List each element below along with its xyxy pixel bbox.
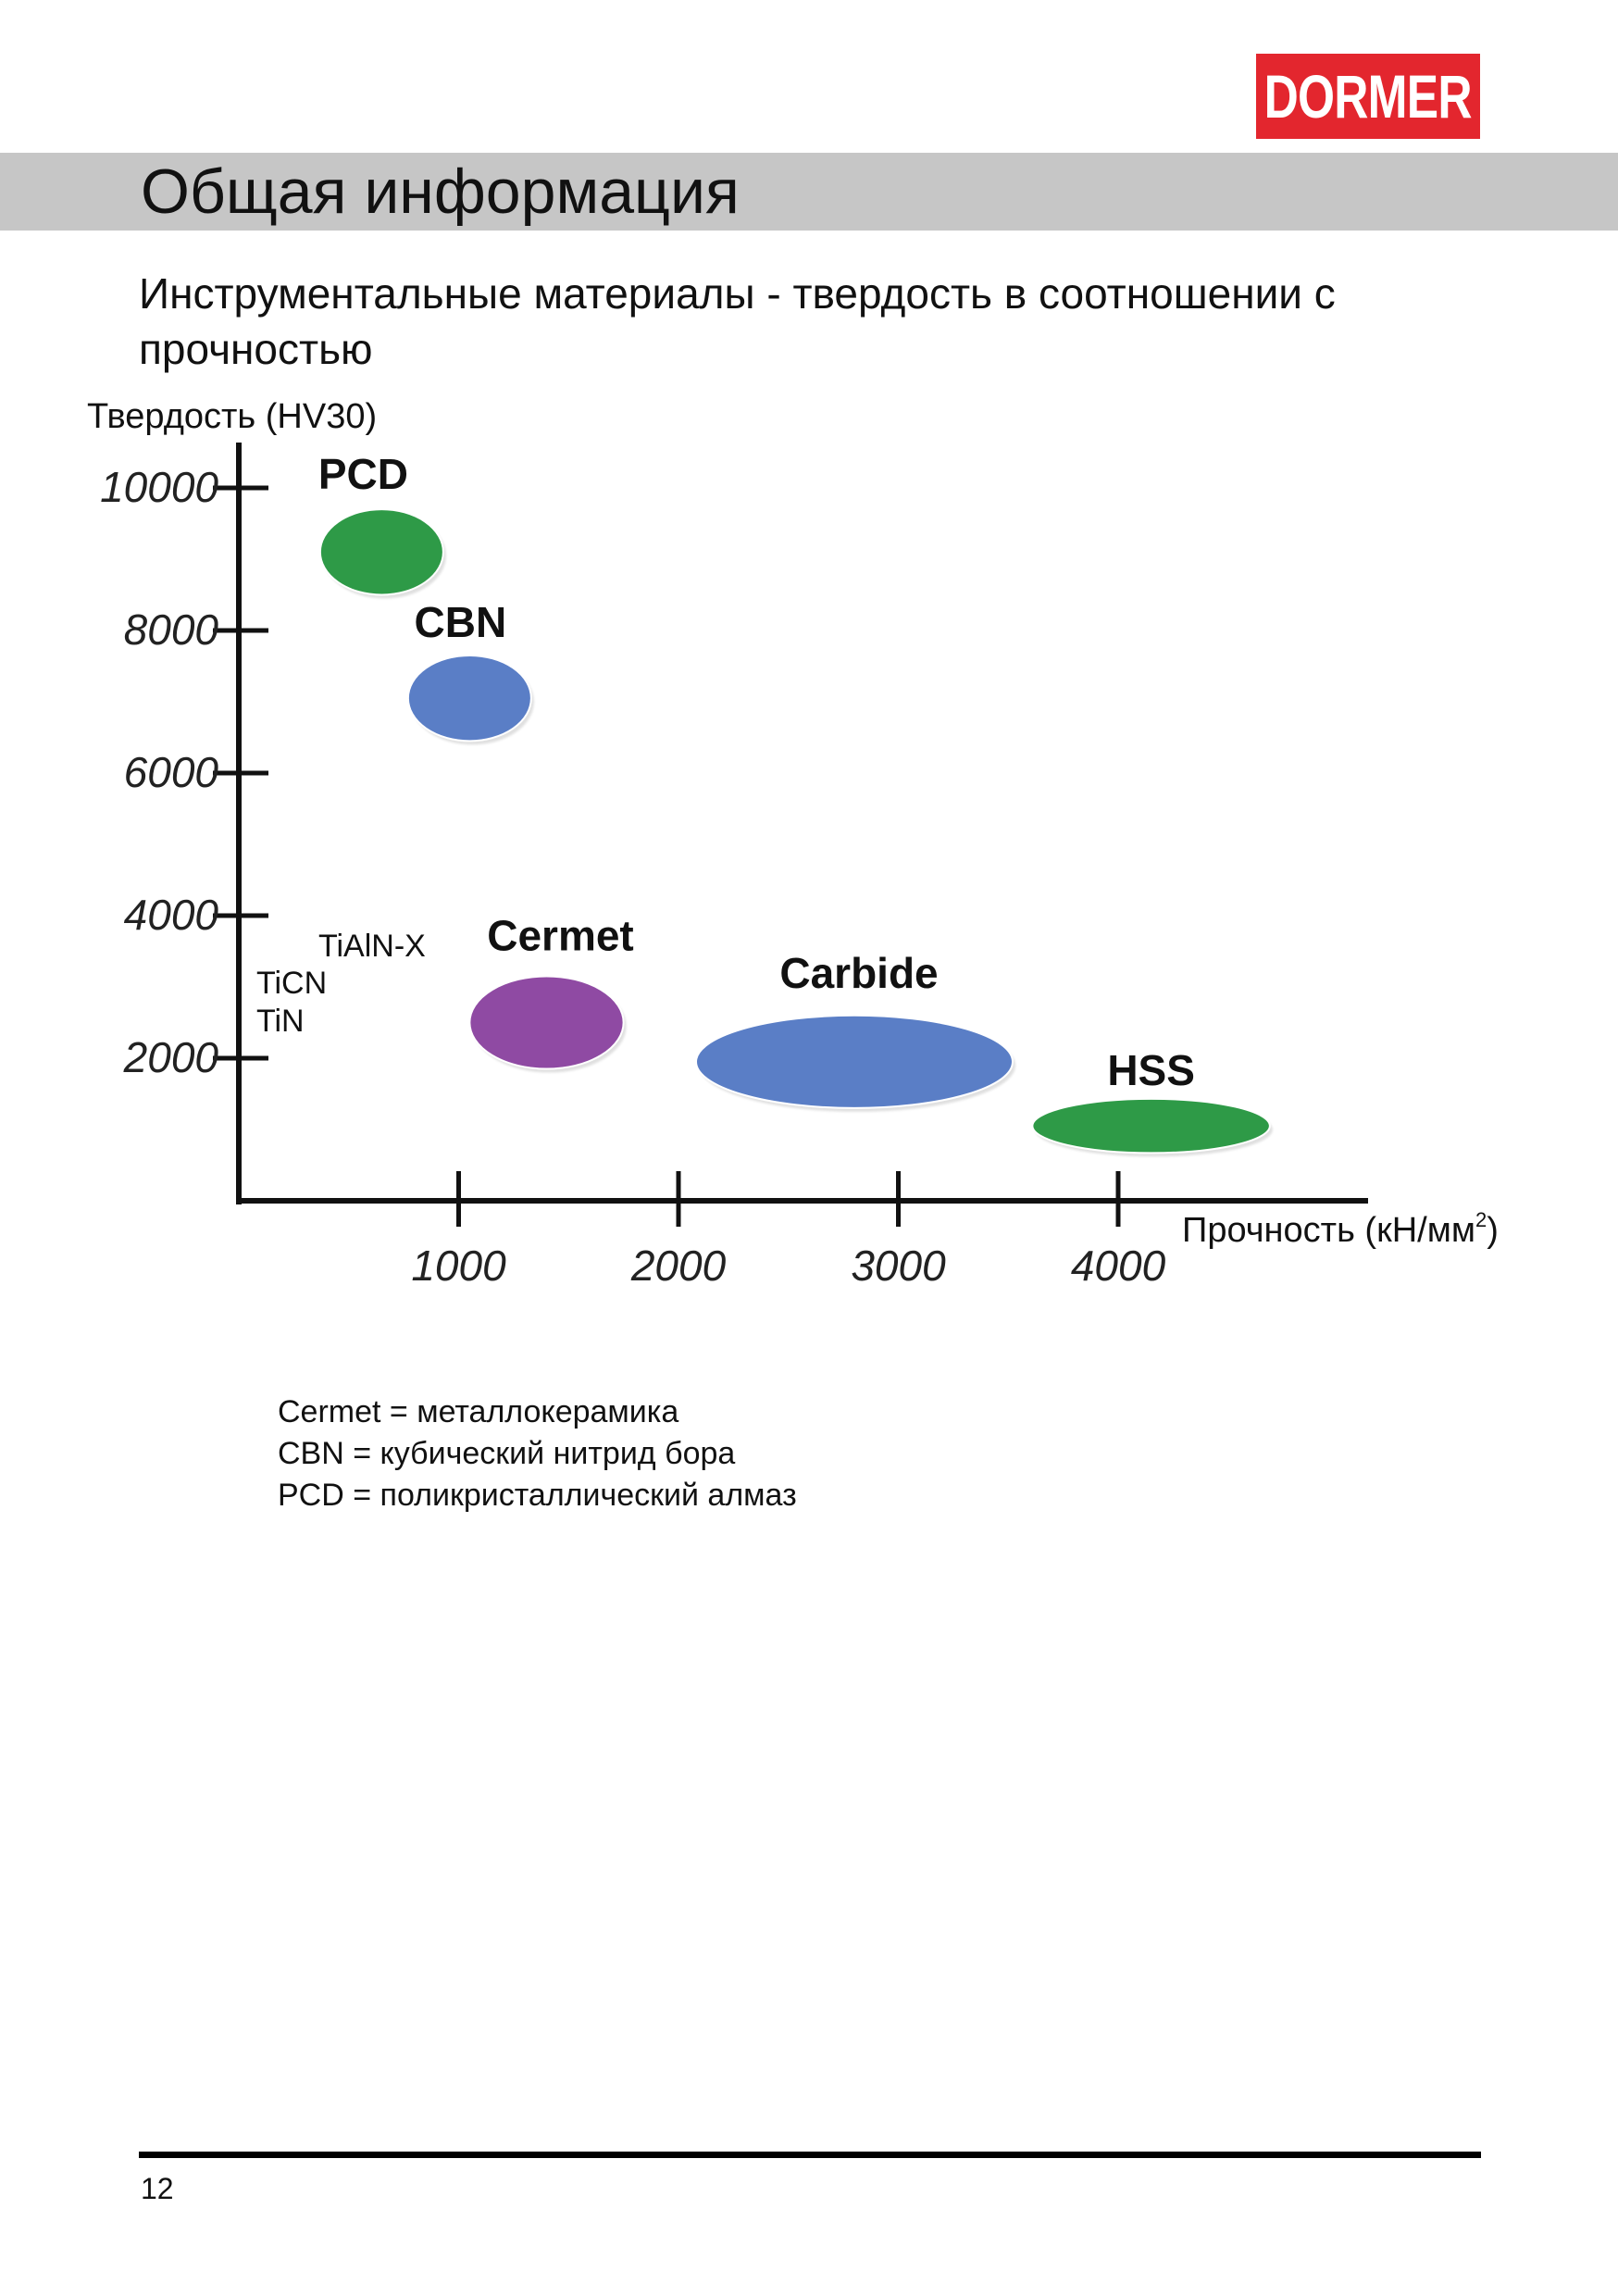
coating-label-tialn-x: TiAlN-X (318, 929, 426, 964)
material-label-carbide: Carbide (779, 949, 938, 997)
y-tick-label: 4000 (124, 891, 219, 939)
note-pcd: PCD = поликристаллический алмаз (278, 1478, 797, 1513)
y-tick-label: 2000 (123, 1033, 219, 1081)
hardness-strength-chart: PCD CBN Cermet Carbide HSS 2000 4000 6000 8000 1… (87, 397, 1499, 1290)
y-axis-label: Твердость (HV30) (87, 397, 377, 436)
title-bar: Общая информация (0, 153, 1618, 231)
y-tick-label: 6000 (124, 748, 219, 796)
dormer-logo: DORMER (1256, 54, 1480, 139)
y-tick-label: 10000 (100, 463, 218, 511)
x-axis-label: Прочность (кН/мм2) (1182, 1208, 1499, 1250)
x-tick-label: 3000 (851, 1242, 946, 1290)
x-tick-label: 4000 (1071, 1242, 1166, 1290)
abbreviation-notes: Cermet = металлокерамика CBN = кубически… (278, 1391, 797, 1516)
material-region-cbn (406, 654, 532, 742)
material-region-carbide (695, 1014, 1014, 1109)
material-label-pcd: PCD (318, 450, 408, 498)
note-cermet: Cermet = металлокерамика (278, 1394, 679, 1429)
material-region-cermet (468, 975, 625, 1070)
y-tick-label: 8000 (124, 605, 219, 654)
material-label-cbn: CBN (415, 598, 507, 646)
x-tick-label: 2000 (630, 1242, 727, 1290)
note-cbn: CBN = кубический нитрид бора (278, 1436, 736, 1471)
coating-label-ticn: TiCN (256, 966, 327, 1001)
coating-label-tin: TiN (256, 1004, 305, 1039)
logo-text: DORMER (1263, 62, 1473, 131)
material-label-hss: HSS (1107, 1046, 1195, 1094)
page-number: 12 (141, 2172, 174, 2205)
section-subtitle: Инструментальные материалы - твердость в… (139, 269, 1336, 373)
x-tick-label: 1000 (411, 1242, 506, 1290)
material-region-hss (1031, 1097, 1271, 1154)
material-label-cermet: Cermet (487, 911, 634, 959)
page-title: Общая информация (141, 156, 740, 227)
footer-rule (139, 2152, 1481, 2158)
material-region-pcd (318, 508, 444, 596)
